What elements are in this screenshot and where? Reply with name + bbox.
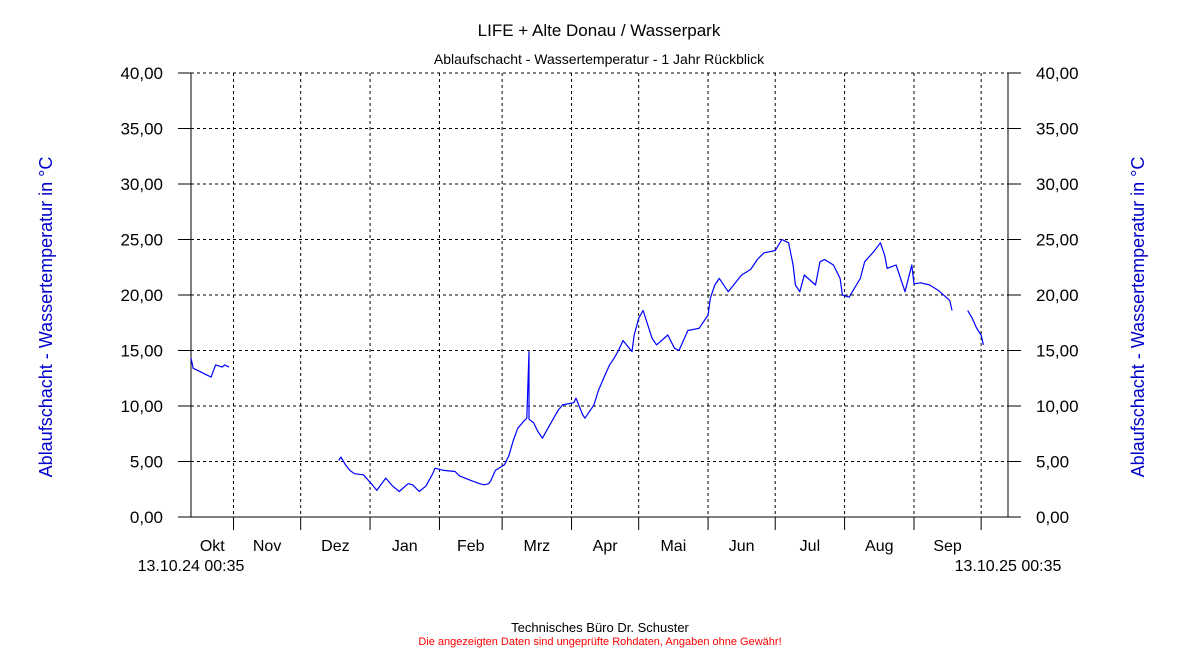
axes bbox=[178, 72, 1021, 530]
x-tick-label-month: Sep bbox=[933, 538, 962, 555]
tick-labels: 0,00 0,00 5,00 5,00 10,00 10,00 15,00 15,00 20,0… bbox=[120, 64, 1078, 555]
y-tick-label-left: 35,00 bbox=[120, 120, 163, 139]
x-tick-label-month: Nov bbox=[253, 538, 281, 555]
x-tick-label-month: Jan bbox=[392, 538, 418, 555]
y-tick-label-right: 20,00 bbox=[1036, 286, 1079, 305]
y-tick-label-left: 40,00 bbox=[120, 64, 163, 83]
y-tick-label-right: 5,00 bbox=[1036, 453, 1069, 472]
y-tick-label-left: 25,00 bbox=[120, 231, 163, 250]
x-end-label: 13.10.25 00:35 bbox=[955, 558, 1062, 575]
footer-disclaimer: Die angezeigten Daten sind ungeprüfte Ro… bbox=[418, 636, 781, 648]
y-tick-label-left: 15,00 bbox=[120, 342, 163, 361]
grid bbox=[191, 72, 1008, 517]
y-tick-label-right: 40,00 bbox=[1036, 64, 1079, 83]
chart-subtitle: Ablaufschacht - Wassertemperatur - 1 Jah… bbox=[434, 51, 765, 67]
y-tick-label-right: 25,00 bbox=[1036, 231, 1079, 250]
series-temperature bbox=[190, 238, 984, 493]
x-tick-label-month: Apr bbox=[593, 538, 619, 555]
x-tick-label-month: Jun bbox=[729, 538, 755, 555]
y-axis-label-right: Ablaufschacht - Wassertemperatur in °C bbox=[1128, 157, 1148, 478]
x-tick-label-month: Jul bbox=[800, 538, 820, 555]
x-tick-label-month: Okt bbox=[200, 538, 225, 555]
y-tick-label-left: 5,00 bbox=[130, 453, 163, 472]
data-line-segment bbox=[967, 310, 984, 346]
y-tick-label-right: 30,00 bbox=[1036, 175, 1079, 194]
y-tick-label-right: 0,00 bbox=[1036, 508, 1069, 527]
x-tick-label-month: Mrz bbox=[523, 538, 550, 555]
x-tick-label-month: Aug bbox=[865, 538, 893, 555]
y-tick-label-right: 15,00 bbox=[1036, 342, 1079, 361]
x-tick-label-month: Dez bbox=[321, 538, 349, 555]
y-tick-label-left: 10,00 bbox=[120, 397, 163, 416]
y-tick-label-right: 10,00 bbox=[1036, 397, 1079, 416]
y-tick-label-right: 35,00 bbox=[1036, 120, 1079, 139]
x-tick-label-month: Mai bbox=[660, 538, 686, 555]
y-tick-label-left: 30,00 bbox=[120, 175, 163, 194]
x-tick-label-month: Feb bbox=[457, 538, 485, 555]
data-line-segment bbox=[338, 238, 953, 493]
x-start-label: 13.10.24 00:35 bbox=[138, 558, 245, 575]
data-line-segment bbox=[190, 358, 230, 378]
y-tick-label-left: 20,00 bbox=[120, 286, 163, 305]
y-tick-label-left: 0,00 bbox=[130, 508, 163, 527]
y-axis-label-left: Ablaufschacht - Wassertemperatur in °C bbox=[36, 157, 56, 478]
chart-title: LIFE + Alte Donau / Wasserpark bbox=[478, 21, 721, 40]
footer-company: Technisches Büro Dr. Schuster bbox=[511, 620, 689, 635]
